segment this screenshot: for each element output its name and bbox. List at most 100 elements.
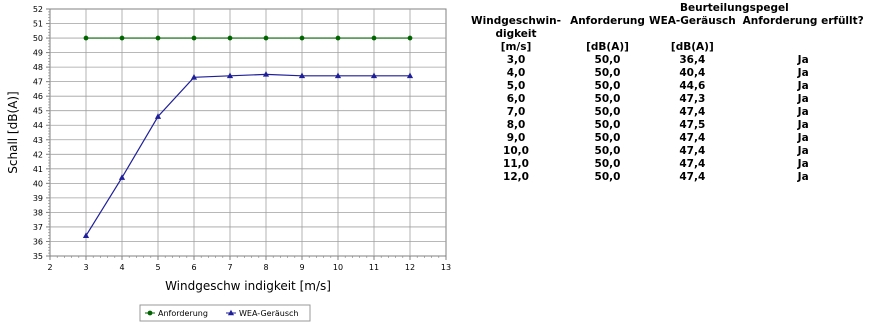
x-tick-label: 7 (227, 263, 232, 272)
legend-marker (227, 309, 235, 316)
cell-wea-noise: 47,4 (679, 158, 706, 170)
y-axis-title: Schall [dB(A)] (6, 91, 20, 173)
cell-requirement: 50,0 (594, 54, 621, 66)
table-header-row: Windgeschwin- Anforderung WEA-Geräusch A… (466, 15, 871, 28)
cell-wea-noise: 47,5 (679, 119, 706, 131)
legend-box (139, 304, 311, 322)
y-tick-label: 50 (33, 34, 43, 43)
cell-wind-speed: 9,0 (506, 132, 526, 144)
cell-fulfilled: Ja (797, 119, 809, 131)
y-tick-label: 46 (33, 92, 43, 101)
cell-fulfilled: Ja (797, 145, 809, 157)
cell-wind-speed: 12,0 (503, 171, 529, 183)
x-axis: 2 3 4 5 6 7 8 9 10 11 12 13 (47, 256, 451, 272)
table-row: 10,0 50,0 47,4 Ja (466, 145, 871, 158)
data-point (299, 35, 305, 41)
x-tick-label: 9 (299, 263, 304, 272)
cell-fulfilled: Ja (797, 54, 809, 66)
y-tick-label: 38 (33, 208, 43, 217)
data-point (119, 35, 125, 41)
legend-label: WEA-Geräusch (239, 309, 298, 318)
cell-wea-noise: 47,4 (679, 171, 706, 183)
cell-wind-speed: 5,0 (506, 80, 526, 92)
cell-wind-speed: 6,0 (506, 93, 526, 105)
table-units-row: [m/s] [dB(A)] [dB(A)] (466, 41, 871, 54)
cell-wind-speed: 7,0 (506, 106, 526, 118)
y-tick-label: 45 (33, 107, 43, 116)
data-point (155, 35, 161, 41)
x-tick-label: 6 (191, 263, 196, 272)
cell-requirement: 50,0 (594, 80, 621, 92)
grid (50, 9, 446, 256)
data-point (370, 72, 378, 79)
data-point (335, 35, 341, 41)
table-body: 3,0 50,0 36,4 Ja 4,0 50,0 40,4 Ja 5,0 50,0 44,6 Ja 6… (466, 54, 871, 184)
x-tick-label: 5 (155, 263, 160, 272)
cell-wea-noise: 47,4 (679, 145, 706, 157)
x-tick-label: 4 (119, 263, 124, 272)
data-point (190, 73, 198, 80)
cell-wea-noise: 40,4 (679, 67, 706, 79)
cell-wea-noise: 44,6 (679, 80, 706, 92)
cell-fulfilled: Ja (797, 132, 809, 144)
y-tick-label: 36 (33, 237, 43, 246)
y-axis: 35 36 37 38 39 40 41 42 43 44 45 46 47 48 49 50 51 52 (33, 5, 50, 261)
x-tick-label: 2 (47, 263, 52, 272)
cell-wind-speed: 11,0 (503, 158, 529, 170)
cell-fulfilled: Ja (797, 80, 809, 92)
table-row: 9,0 50,0 47,4 Ja (466, 132, 871, 145)
y-tick-label: 39 (33, 194, 43, 203)
data-point (263, 35, 269, 41)
table-row: 11,0 50,0 47,4 Ja (466, 158, 871, 171)
table-row: 5,0 50,0 44,6 Ja (466, 80, 871, 93)
y-tick-label: 42 (33, 150, 43, 159)
header-wind-speed-cont: digkeit (495, 28, 537, 40)
x-tick-label: 8 (263, 263, 268, 272)
legend: Anforderung WEA-Geräusch (139, 304, 311, 322)
header-wea-noise: WEA-Geräusch (649, 15, 736, 27)
cell-requirement: 50,0 (594, 171, 621, 183)
table-group-header: Beurteilungspegel (680, 2, 789, 14)
table-row: 12,0 50,0 47,4 Ja (466, 171, 871, 184)
cell-wind-speed: 3,0 (506, 54, 526, 66)
cell-wea-noise: 47,3 (679, 93, 706, 105)
cell-requirement: 50,0 (594, 158, 621, 170)
header-requirement: Anforderung (570, 15, 645, 27)
header-fulfilled: Anforderung erfüllt? (742, 15, 864, 27)
y-tick-label: 35 (33, 252, 43, 261)
x-axis-title: Windgeschw indigkeit [m/s] (165, 279, 331, 293)
table-group-header-row: Beurteilungspegel (466, 2, 871, 15)
cell-fulfilled: Ja (797, 93, 809, 105)
result-table: Beurteilungspegel Windgeschwin- Anforder… (466, 2, 871, 184)
y-tick-label: 44 (33, 121, 43, 130)
y-tick-label: 51 (33, 20, 43, 29)
data-point (262, 71, 270, 77)
legend-label: Anforderung (158, 309, 208, 318)
y-tick-label: 47 (33, 78, 43, 87)
cell-requirement: 50,0 (594, 145, 621, 157)
cell-requirement: 50,0 (594, 106, 621, 118)
table-row: 7,0 50,0 47,4 Ja (466, 106, 871, 119)
header-wind-speed: Windgeschwin- (471, 15, 561, 27)
data-point (406, 72, 414, 79)
cell-requirement: 50,0 (594, 119, 621, 131)
y-tick-label: 40 (33, 179, 43, 188)
plot-area (49, 8, 447, 257)
cell-wea-noise: 47,4 (679, 132, 706, 144)
data-point (227, 35, 233, 41)
data-point (298, 72, 306, 79)
unit-wea-noise: [dB(A)] (670, 41, 714, 53)
y-tick-label: 49 (33, 49, 43, 58)
data-point (118, 174, 126, 180)
legend-marker (147, 310, 153, 316)
series-wea-geraeusch (82, 71, 414, 238)
data-point (407, 35, 413, 41)
y-tick-label: 41 (33, 165, 43, 174)
cell-fulfilled: Ja (797, 106, 809, 118)
table-header-cont-row: digkeit (466, 28, 871, 41)
cell-fulfilled: Ja (797, 67, 809, 79)
cell-wea-noise: 47,4 (679, 106, 706, 118)
table-row: 8,0 50,0 47,5 Ja (466, 119, 871, 132)
y-tick-label: 37 (33, 223, 43, 232)
